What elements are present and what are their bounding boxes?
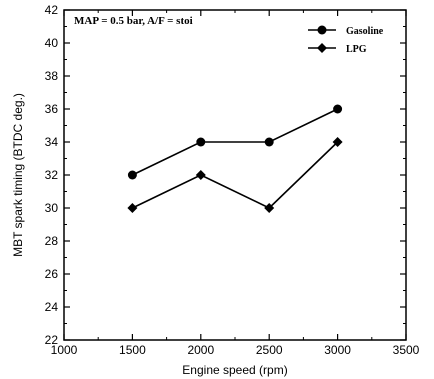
data-point-lpg — [195, 170, 206, 180]
x-tick-label: 1000 — [51, 343, 78, 357]
data-point-lpg — [264, 203, 275, 213]
series-line-gasoline — [132, 108, 338, 176]
y-tick-label: 28 — [45, 234, 59, 248]
legend-marker-gasoline — [317, 25, 327, 35]
data-point-gasoline — [333, 104, 343, 114]
legend-label-lpg: LPG — [346, 44, 367, 55]
data-point-gasoline — [127, 170, 137, 180]
legend-label-gasoline: Gasoline — [346, 26, 384, 37]
y-tick-label: 24 — [45, 300, 59, 314]
legend: Gasoline LPG — [308, 25, 384, 55]
x-tick-label: 2500 — [256, 343, 283, 357]
y-tick-label: 38 — [45, 69, 59, 83]
ticks: 1000 1500 2000 2500 3000 3500 22 24 26 28 30 32 34 36… — [45, 3, 420, 357]
y-tick-label: 40 — [45, 36, 59, 50]
x-tick-label: 3500 — [393, 343, 420, 357]
series-line-lpg — [132, 141, 339, 209]
legend-marker-lpg — [317, 43, 327, 53]
y-axis-title: MBT spark timing (BTDC deg.) — [11, 93, 25, 257]
y-tick-label: 42 — [45, 3, 59, 17]
series-layer — [127, 104, 343, 213]
data-point-gasoline — [264, 137, 274, 147]
y-tick-label: 32 — [45, 168, 59, 182]
data-point-lpg — [127, 203, 138, 213]
y-tick-label: 36 — [45, 102, 59, 116]
y-tick-label: 30 — [45, 201, 59, 215]
annotation-text: MAP = 0.5 bar, A/F = stoi — [74, 15, 193, 27]
y-tick-label: 26 — [45, 267, 59, 281]
y-tick-label: 22 — [45, 333, 59, 347]
x-tick-label: 3000 — [324, 343, 351, 357]
data-point-gasoline — [196, 137, 206, 147]
plot-frame — [63, 9, 407, 341]
x-tick-label: 2000 — [187, 343, 214, 357]
y-tick-label: 34 — [45, 135, 59, 149]
x-tick-label: 1500 — [119, 343, 146, 357]
x-axis-title: Engine speed (rpm) — [182, 363, 287, 377]
data-point-lpg — [332, 137, 343, 147]
